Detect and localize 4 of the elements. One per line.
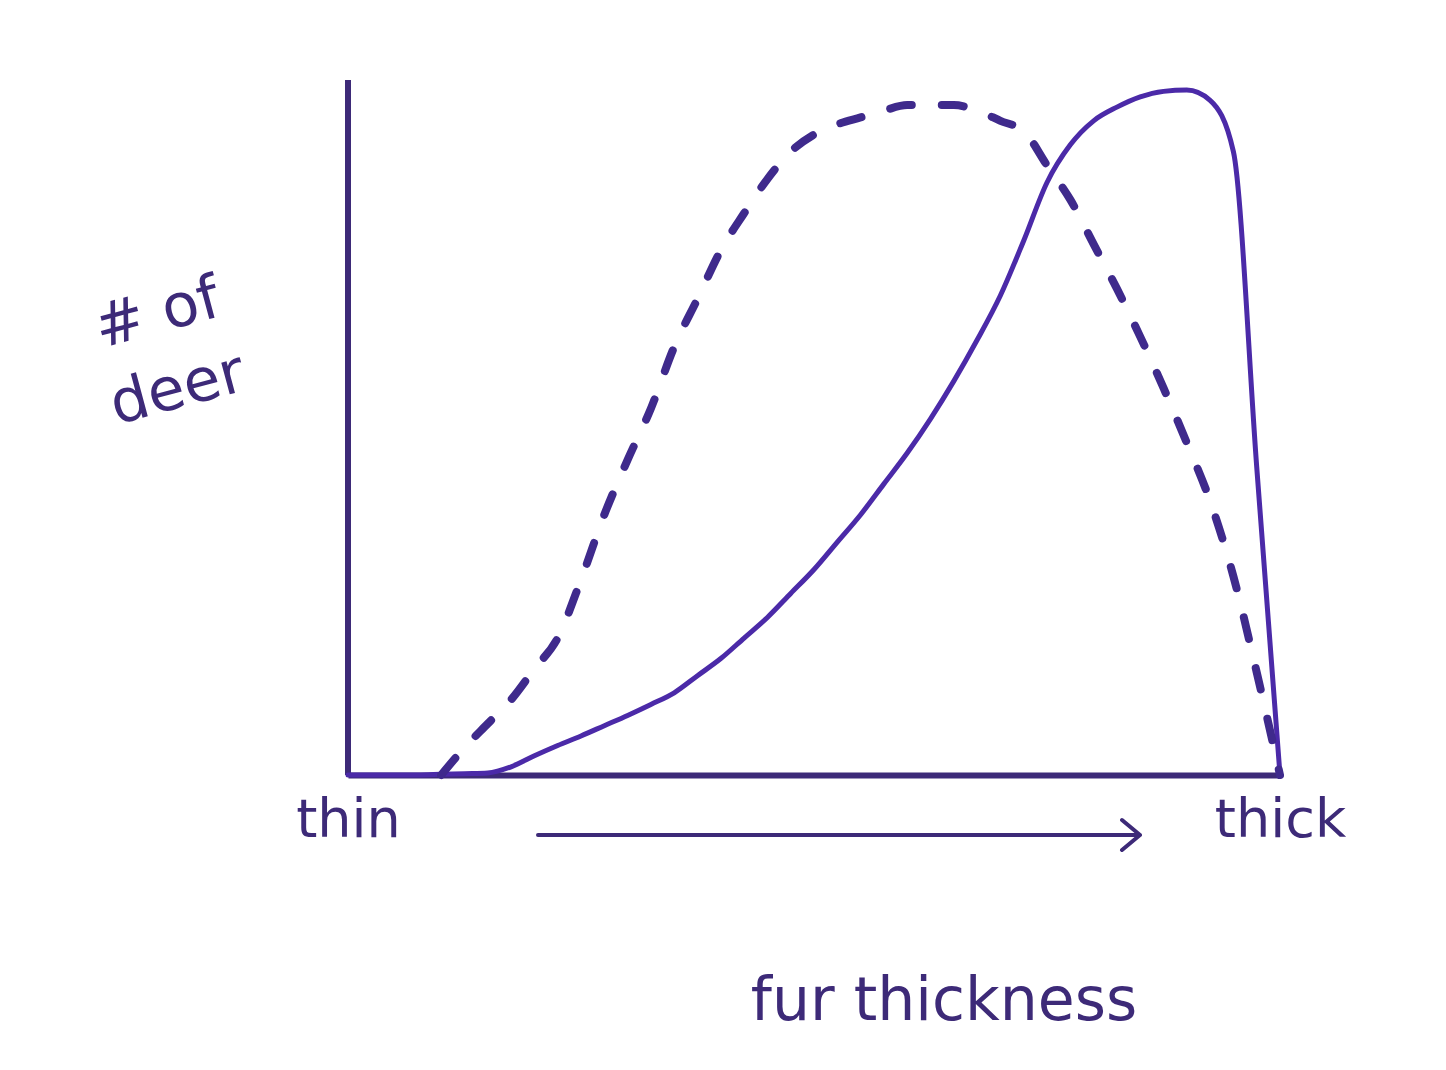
y-axis-title: # of deer xyxy=(86,260,253,439)
x-tick-label: thin xyxy=(296,787,401,851)
x-axis-title: fur thickness xyxy=(750,964,1138,1034)
x-tick-label: thick xyxy=(1214,787,1347,851)
